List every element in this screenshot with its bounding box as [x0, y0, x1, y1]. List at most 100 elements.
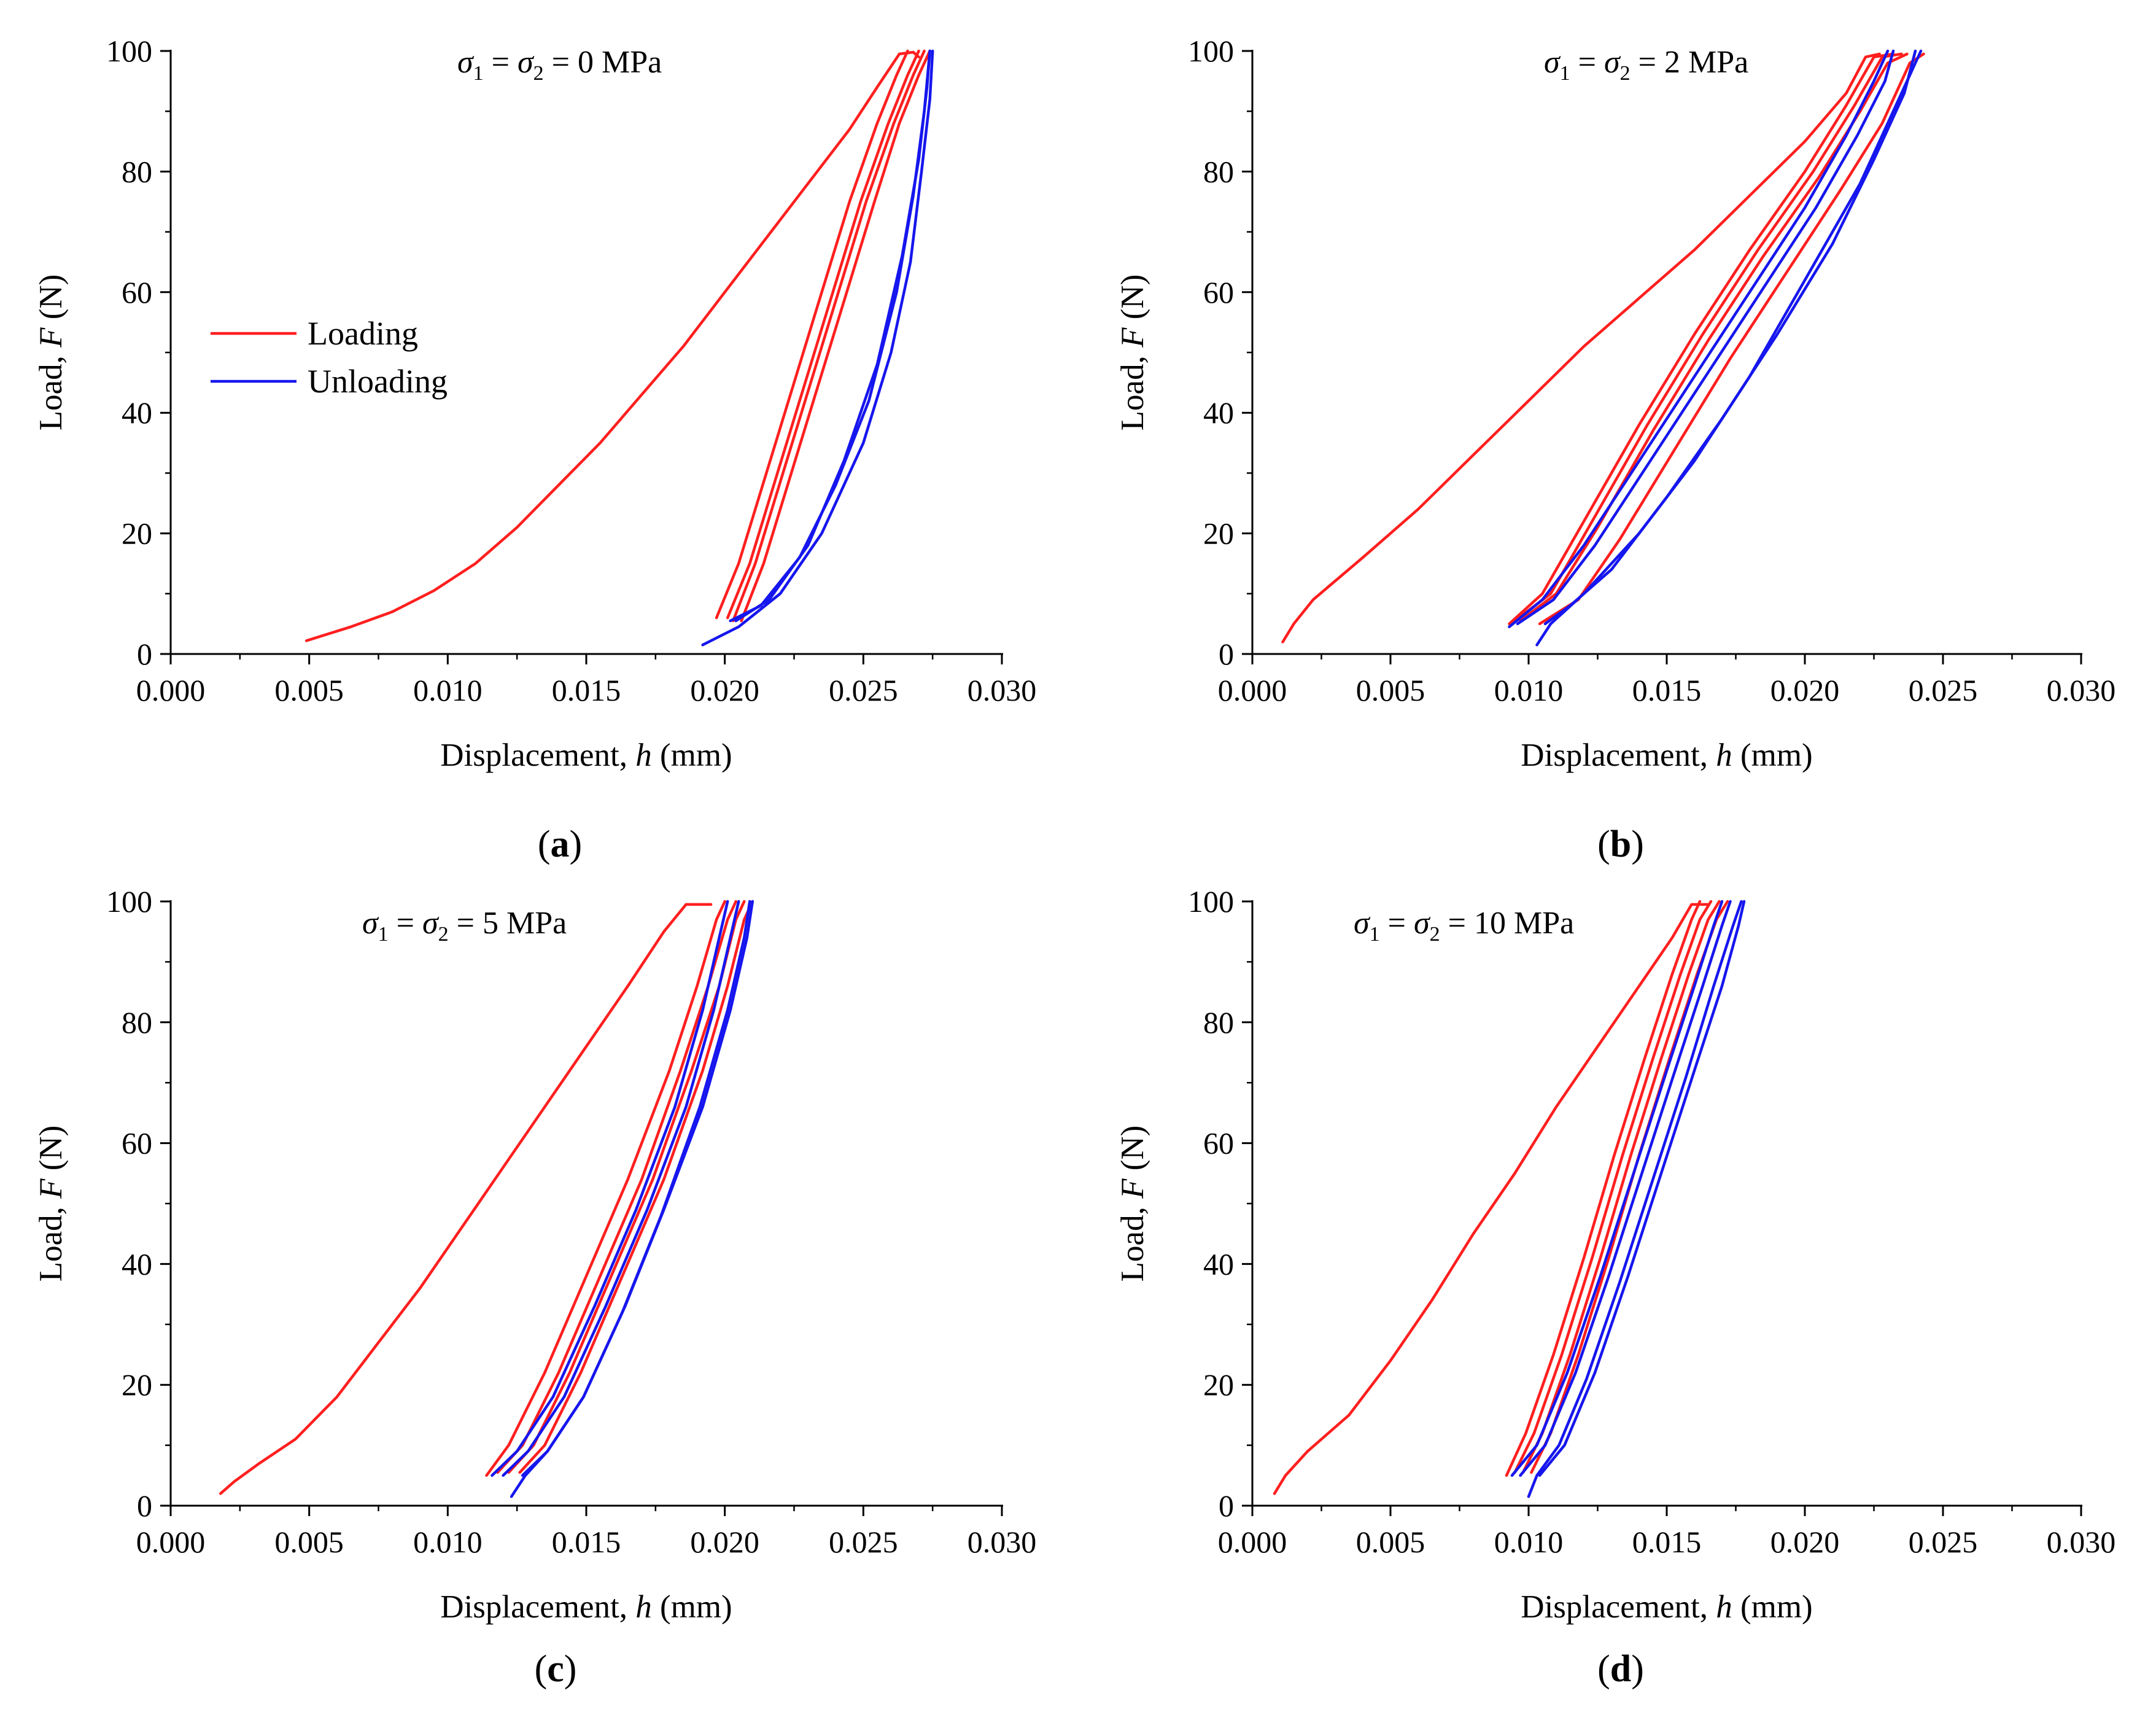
legend-label-loading: Loading [308, 315, 418, 352]
series-unloading-7 [729, 49, 931, 623]
x-tick-label: 0.005 [274, 673, 344, 707]
y-axis-label: Load, F (N) [1115, 1126, 1150, 1282]
series-loading-1 [1281, 52, 1881, 644]
y-tick-label: 100 [1188, 34, 1234, 68]
x-tick-label: 0.000 [136, 673, 206, 707]
series-unloading-7 [1516, 49, 1895, 626]
x-tick-label: 0.025 [829, 673, 898, 707]
y-tick-label: 40 [1203, 395, 1234, 430]
y-tick-label: 0 [137, 1488, 152, 1523]
stress-annotation: σ1 = σ2 = 10 MPa [1354, 906, 1574, 946]
series-loading-2 [1508, 52, 1895, 626]
series-unloading-9 [1538, 900, 1746, 1477]
series-loading-1 [304, 50, 920, 642]
series-unloading-9 [1543, 49, 1917, 626]
series-unloading-6 [491, 900, 729, 1477]
series-loading-2 [485, 900, 726, 1477]
y-tick-label: 80 [122, 154, 152, 189]
series-loading-5 [518, 900, 754, 1474]
x-axis-label: Displacement, h (mm) [1521, 737, 1812, 773]
panel-tag: (a) [538, 823, 582, 865]
y-tick-label: 60 [122, 1126, 152, 1161]
y-tick-label: 80 [1203, 154, 1234, 189]
x-tick-label: 0.015 [552, 1525, 621, 1559]
x-tick-label: 0.000 [136, 1525, 206, 1559]
x-tick-label: 0.015 [1632, 1525, 1702, 1559]
x-tick-label: 0.000 [1218, 673, 1287, 707]
series-loading-2 [1505, 900, 1702, 1477]
legend: Loading Unloading [211, 315, 448, 400]
x-tick-label: 0.010 [1494, 673, 1564, 707]
x-tick-label: 0.025 [1909, 1525, 1978, 1559]
y-tick-label: 0 [1219, 637, 1234, 671]
y-tick-label: 60 [1203, 1126, 1234, 1161]
y-tick-label: 20 [1203, 516, 1234, 551]
y-tick-label: 100 [106, 884, 152, 919]
stress-annotation: σ1 = σ2 = 5 MPa [362, 906, 567, 946]
y-tick-label: 60 [1203, 275, 1234, 309]
series-loading-4 [731, 49, 926, 623]
series-unloading-6 [1508, 49, 1890, 629]
series-loading-3 [1513, 900, 1713, 1474]
y-tick-label: 100 [1188, 884, 1234, 919]
x-tick-label: 0.015 [552, 673, 621, 707]
x-tick-label: 0.025 [1909, 673, 1978, 707]
series-loading-5 [1538, 52, 1925, 626]
series-unloading-9 [521, 900, 754, 1477]
series-loading-3 [1513, 52, 1903, 623]
series-loading-4 [1519, 52, 1909, 623]
y-axis-label: Load, F (N) [1115, 274, 1150, 431]
x-tick-label: 0.020 [690, 1525, 759, 1559]
y-axis-label: Load, F (N) [33, 1126, 69, 1282]
y-tick-label: 40 [122, 1247, 152, 1281]
y-tick-label: 60 [122, 275, 152, 309]
series-loading-4 [1521, 900, 1721, 1474]
y-tick-label: 80 [1203, 1005, 1234, 1040]
x-tick-label: 0.020 [1770, 673, 1840, 707]
series-unloading-7 [1519, 900, 1732, 1477]
y-axis-label: Load, F (N) [33, 274, 69, 431]
x-tick-label: 0.030 [2047, 1525, 2116, 1559]
x-tick-label: 0.025 [829, 1525, 898, 1559]
y-tick-label: 20 [122, 1368, 152, 1402]
x-axis-label: Displacement, h (mm) [440, 737, 732, 773]
panel-tag: (c) [535, 1648, 577, 1690]
y-tick-label: 20 [122, 516, 152, 551]
x-tick-label: 0.010 [1494, 1525, 1564, 1559]
x-tick-label: 0.030 [2047, 673, 2116, 707]
x-tick-label: 0.005 [1356, 1525, 1425, 1559]
y-tick-label: 0 [1219, 1488, 1234, 1523]
panel-tag: (b) [1597, 823, 1644, 865]
x-tick-label: 0.015 [1632, 673, 1702, 707]
series-loading-3 [726, 49, 920, 620]
x-tick-label: 0.005 [274, 1525, 344, 1559]
series-loading-2 [715, 49, 909, 620]
series-unloading-8 [734, 49, 931, 623]
panel-a: 0.000 0.005 0.010 0.015 0.020 0.025 0.030 0 20 40… [33, 34, 1036, 865]
panel-b: 0.000 0.005 0.010 0.015 0.020 0.025 0.030 0 20 40… [1115, 34, 2115, 865]
x-tick-label: 0.005 [1356, 673, 1425, 707]
x-tick-label: 0.030 [967, 673, 1037, 707]
y-tick-label: 40 [122, 395, 152, 430]
x-tick-label: 0.010 [413, 1525, 483, 1559]
x-tick-label: 0.020 [1770, 1525, 1840, 1559]
y-tick-label: 80 [122, 1005, 152, 1040]
series-loading-5 [740, 49, 931, 623]
series-unloading-7 [502, 900, 740, 1477]
series-unloading-6 [1510, 900, 1724, 1477]
stress-annotation: σ1 = σ2 = 0 MPa [457, 45, 662, 85]
y-tick-label: 0 [137, 637, 152, 671]
legend-label-unloading: Unloading [308, 363, 448, 400]
x-tick-label: 0.030 [967, 1525, 1037, 1559]
series-loading-1 [219, 903, 713, 1495]
x-tick-label: 0.010 [413, 673, 483, 707]
panel-c: 0.000 0.005 0.010 0.015 0.020 0.025 0.030 0 20 40… [33, 884, 1036, 1690]
panel-tag: (d) [1597, 1648, 1644, 1690]
series-unloading-8 [1535, 49, 1923, 647]
x-tick-label: 0.020 [690, 673, 759, 707]
panel-d: 0.000 0.005 0.010 0.015 0.020 0.025 0.030 0 20 40… [1115, 884, 2115, 1690]
x-axis-label: Displacement, h (mm) [1521, 1589, 1812, 1625]
y-tick-label: 40 [1203, 1247, 1234, 1281]
stress-annotation: σ1 = σ2 = 2 MPa [1544, 45, 1748, 85]
